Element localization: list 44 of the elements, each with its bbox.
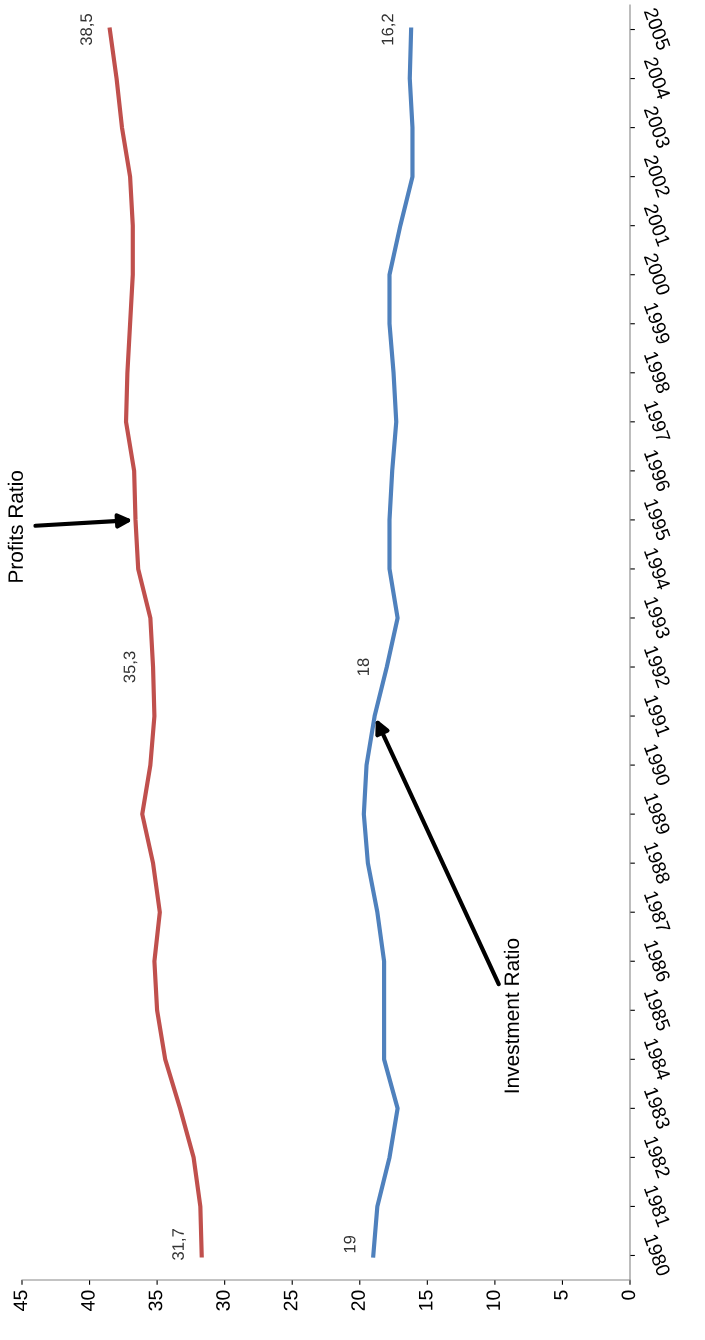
- y-tick-label: 1981: [643, 1184, 671, 1228]
- x-tick-label: 40: [81, 1290, 95, 1311]
- y-tick-label: 1980: [643, 1233, 671, 1277]
- data-label: 16,2: [381, 14, 396, 45]
- x-tick-label: 0: [621, 1290, 636, 1300]
- y-tick-label: 1997: [643, 399, 671, 444]
- data-label: 38,5: [80, 14, 95, 46]
- x-tick-label: 15: [418, 1290, 433, 1310]
- y-tick-label: 2004: [643, 56, 671, 101]
- y-tick-label: 1996: [643, 449, 671, 493]
- y-tick-label: 1987: [643, 890, 671, 934]
- y-tick-label: 1999: [643, 301, 671, 345]
- x-tick-label: 10: [486, 1290, 501, 1310]
- y-tick-label: 1985: [643, 988, 671, 1032]
- x-tick-label: 25: [283, 1290, 298, 1311]
- y-tick-label: 1992: [643, 645, 671, 689]
- y-tick-label: 1995: [643, 498, 671, 542]
- y-tick-label: 1998: [643, 350, 671, 395]
- y-tick-label: 1984: [643, 1037, 671, 1081]
- x-tick-label: 35: [148, 1290, 163, 1311]
- y-tick-label: 1986: [643, 939, 671, 983]
- y-tick-label: 2000: [643, 252, 671, 297]
- y-tick-label: 1990: [643, 743, 671, 787]
- y-tick-label: 1988: [643, 841, 671, 885]
- y-tick-label: 1982: [643, 1135, 671, 1179]
- y-tick-label: 2001: [643, 203, 671, 247]
- y-tick-label: 1994: [643, 547, 671, 591]
- x-tick-label: 30: [216, 1290, 230, 1311]
- y-tick-label: 2003: [643, 105, 671, 149]
- x-tick-label: 45: [13, 1290, 28, 1311]
- y-tick-label: 2002: [643, 154, 671, 198]
- x-tick-label: 20: [351, 1290, 365, 1311]
- annotation: Profits Ratio: [7, 470, 24, 582]
- y-tick-label: 1991: [643, 694, 671, 738]
- y-tick-label: 1989: [643, 792, 671, 836]
- annotation: Investment Ratio: [503, 938, 520, 1093]
- x-tick-label: 5: [554, 1290, 568, 1300]
- y-tick-label: 1993: [643, 596, 671, 640]
- y-tick-label: 2005: [643, 7, 671, 51]
- y-tick-label: 1983: [643, 1086, 671, 1130]
- data-label: 18: [357, 658, 370, 676]
- data-label: 31,7: [172, 1228, 186, 1260]
- data-label: 19: [343, 1235, 356, 1253]
- data-label: 35,3: [123, 651, 138, 683]
